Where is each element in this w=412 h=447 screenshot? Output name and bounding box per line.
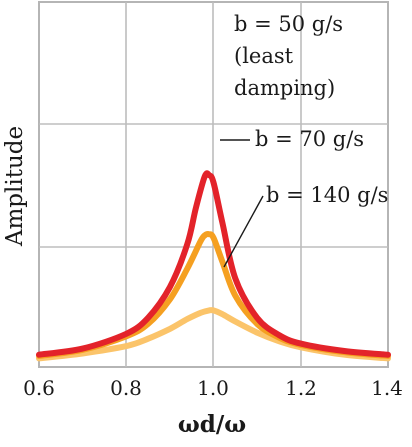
- annotation-b70: b = 70 g/s: [255, 127, 364, 151]
- annotation-b50-line2: (least: [234, 44, 294, 68]
- x-tick-label-1.4: 1.4: [371, 376, 403, 400]
- x-axis-label: ωd/ω: [178, 411, 246, 438]
- x-tick-label-1.0: 1.0: [197, 376, 229, 400]
- series-line-b50: [36, 170, 391, 358]
- leader-line-b140: [223, 195, 264, 268]
- annotation-b140: b = 140 g/s: [266, 183, 388, 207]
- x-tick-label-0.6: 0.6: [23, 376, 55, 400]
- annotation-b50-line3: damping): [234, 76, 335, 100]
- y-axis-label: Amplitude: [2, 126, 28, 247]
- x-tick-label-0.8: 0.8: [110, 376, 142, 400]
- x-tick-label-1.2: 1.2: [285, 376, 317, 400]
- plot-area: [38, 1, 389, 368]
- annotation-b50-line1: b = 50 g/s: [234, 12, 343, 36]
- x-axis-ticks: 0.6 0.8 1.0 1.2 1.4: [23, 376, 403, 400]
